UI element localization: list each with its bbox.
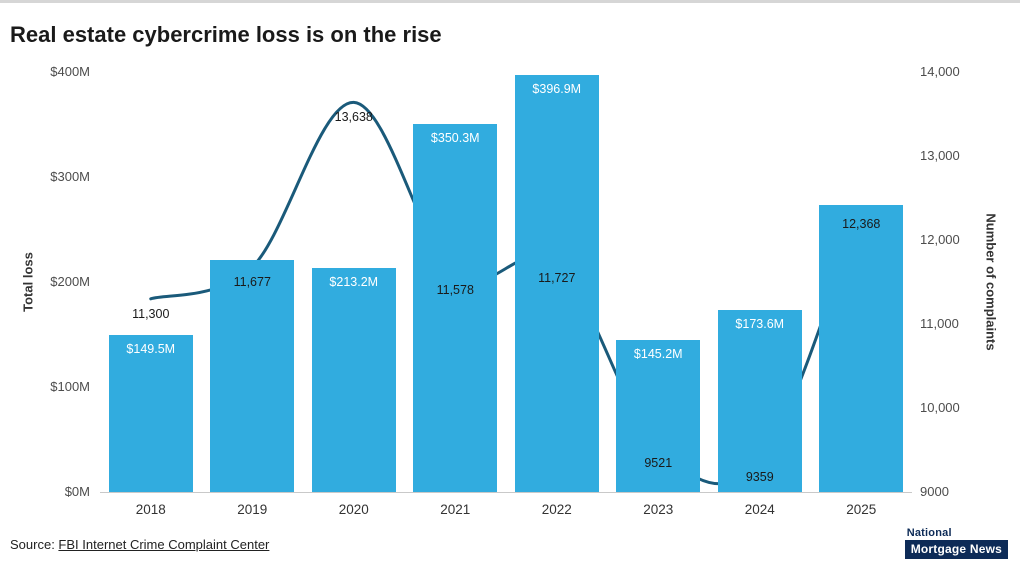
x-axis-label: 2018 bbox=[135, 502, 166, 517]
line-value-label: 11,727 bbox=[538, 270, 576, 285]
line-value-label: 12,368 bbox=[842, 217, 881, 232]
logo-mortgage-news-text: Mortgage News bbox=[904, 540, 1008, 559]
line-value-label: 9521 bbox=[644, 456, 673, 471]
line-value-label: 11,677 bbox=[233, 275, 271, 290]
source-link[interactable]: FBI Internet Crime Complaint Center bbox=[58, 537, 270, 552]
top-border bbox=[0, 0, 1020, 3]
x-axis-label: 2021 bbox=[440, 502, 471, 517]
publisher-logo: National Mortgage News bbox=[904, 527, 1008, 559]
total-loss-bar bbox=[413, 124, 498, 492]
left-axis-tick: $200M bbox=[50, 274, 90, 289]
chart-title: Real estate cybercrime loss is on the ri… bbox=[10, 22, 442, 47]
total-loss-bar bbox=[717, 309, 802, 492]
bar-value-label: $173.6M bbox=[735, 316, 785, 331]
right-axis-tick: 13,000 bbox=[920, 148, 960, 163]
x-axis-label: 2023 bbox=[643, 502, 674, 517]
line-value-label: 11,300 bbox=[132, 306, 170, 321]
bar-value-label: $350.3M bbox=[430, 131, 480, 146]
x-axis-label: 2019 bbox=[237, 502, 268, 517]
bar-value-label: $149.5M bbox=[126, 342, 176, 357]
x-axis-label: 2024 bbox=[744, 502, 775, 517]
left-axis-tick: $400M bbox=[50, 64, 90, 79]
left-axis-tick: $0M bbox=[64, 484, 90, 499]
total-loss-bar bbox=[819, 205, 904, 492]
x-axis-label: 2020 bbox=[338, 502, 369, 517]
line-value-label: 13,638 bbox=[334, 110, 373, 125]
right-axis-tick: 9000 bbox=[920, 484, 949, 499]
right-axis-tick: 11,000 bbox=[920, 316, 959, 331]
x-axis-line bbox=[100, 492, 912, 493]
x-axis-label: 2022 bbox=[541, 502, 572, 517]
bar-value-label: $396.9M bbox=[532, 82, 582, 97]
total-loss-bar bbox=[210, 259, 295, 492]
line-value-label: 11,578 bbox=[436, 283, 474, 298]
total-loss-bar bbox=[108, 335, 193, 492]
total-loss-bar bbox=[311, 268, 396, 492]
line-value-label: 9359 bbox=[745, 469, 774, 484]
right-axis-title: Number of complaints bbox=[983, 213, 999, 351]
right-axis-tick: 12,000 bbox=[920, 232, 960, 247]
left-axis-tick: $100M bbox=[50, 379, 90, 394]
bar-value-label: $213.2M bbox=[329, 275, 379, 290]
source-note: Source: FBI Internet Crime Complaint Cen… bbox=[10, 537, 269, 552]
total-loss-bar bbox=[616, 339, 701, 492]
left-axis-tick: $300M bbox=[50, 169, 90, 184]
x-axis-label: 2025 bbox=[846, 502, 877, 517]
logo-national-text: National bbox=[906, 527, 952, 539]
right-axis-tick: 10,000 bbox=[920, 400, 960, 415]
bar-value-label: $145.2M bbox=[633, 346, 683, 361]
right-axis-tick: 14,000 bbox=[920, 64, 960, 79]
total-loss-bar bbox=[514, 75, 599, 492]
source-label: Source: bbox=[10, 537, 59, 552]
